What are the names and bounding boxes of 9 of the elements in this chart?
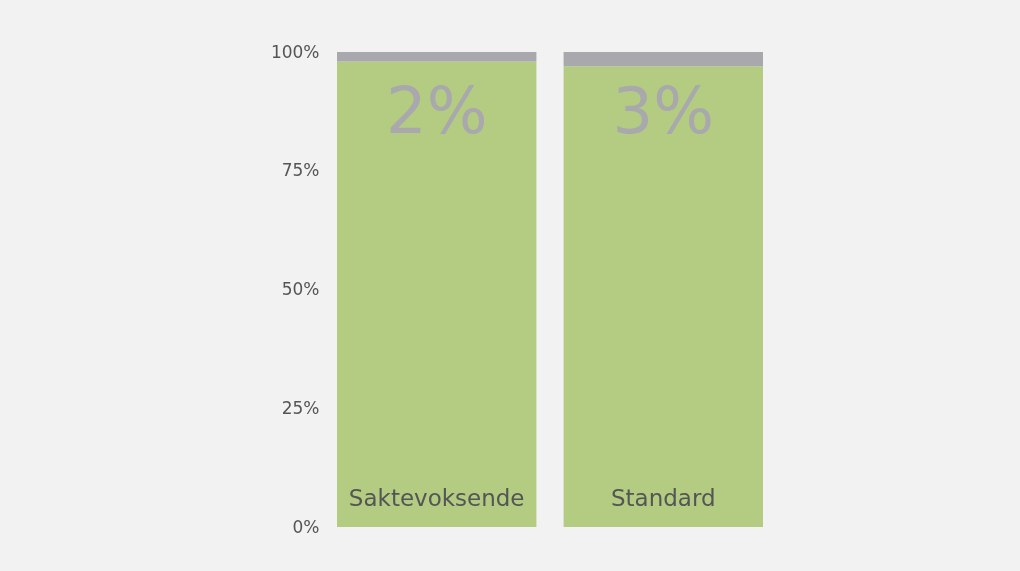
y-tick-label: 75% xyxy=(281,160,320,181)
y-tick-label: 0% xyxy=(292,516,320,537)
bar xyxy=(563,52,763,67)
y-tick-label: 50% xyxy=(281,279,320,299)
x-tick-label: Saktevoksende xyxy=(348,484,525,511)
y-tick-label: 25% xyxy=(281,397,320,418)
x-tick-label: Standard xyxy=(610,484,716,511)
bar xyxy=(337,52,537,62)
y-tick-label: 100% xyxy=(270,41,320,62)
